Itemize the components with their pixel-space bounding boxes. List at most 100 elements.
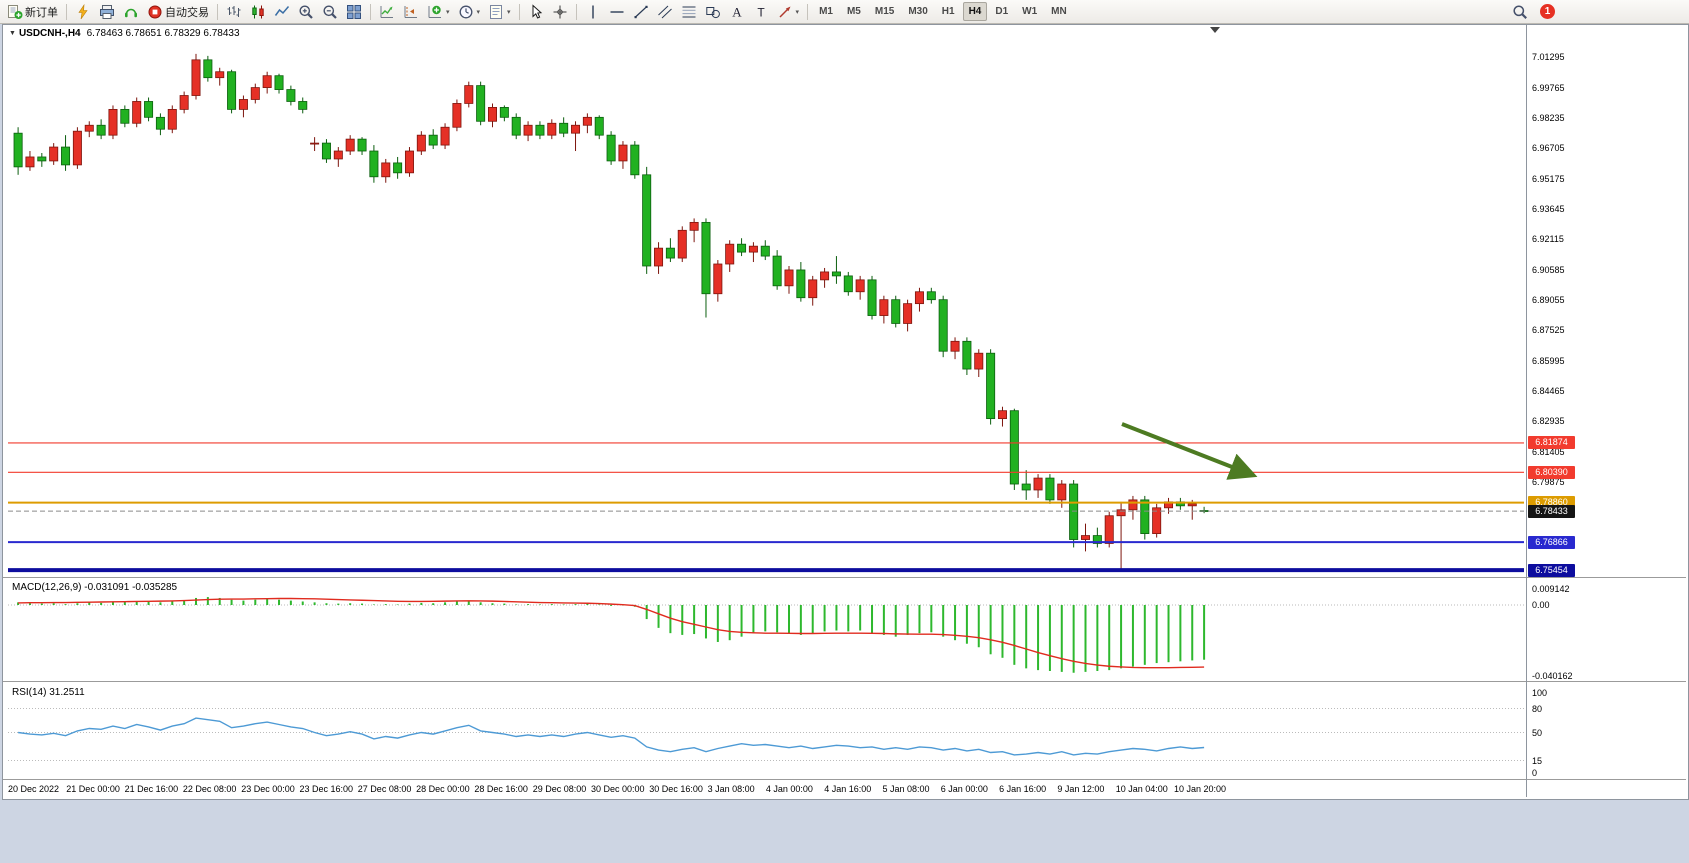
time-axis-label: 9 Jan 12:00 bbox=[1057, 784, 1105, 794]
panel-separator[interactable] bbox=[3, 577, 1686, 578]
label-button[interactable]: T bbox=[749, 1, 773, 23]
price-scale-label: 6.87525 bbox=[1532, 325, 1565, 336]
price-tag-6.76866[interactable]: 6.76866 bbox=[1528, 535, 1575, 549]
cursor-icon bbox=[532, 3, 542, 19]
macd-histogram bbox=[17, 597, 1206, 673]
shapes-button[interactable] bbox=[701, 1, 725, 23]
trend-arrow[interactable] bbox=[1121, 422, 1258, 480]
time-axis-label: 10 Jan 20:00 bbox=[1174, 784, 1227, 794]
notification-badge[interactable]: 1 bbox=[1540, 4, 1555, 19]
headset-icon bbox=[125, 8, 137, 17]
candlestick-icon bbox=[252, 5, 264, 18]
time-axis-label: 20 Dec 2022 bbox=[8, 784, 60, 794]
equidistant-channel-button[interactable] bbox=[653, 1, 677, 23]
timeframe-H1[interactable]: H1 bbox=[941, 6, 955, 17]
symbol-dropdown-icon[interactable]: ▼ bbox=[9, 30, 16, 37]
macd-label: MACD(12,26,9) -0.031091 -0.035285 bbox=[12, 582, 177, 593]
indicators-icon bbox=[428, 5, 441, 18]
cursor-button[interactable] bbox=[524, 1, 548, 23]
vertical-line-button[interactable] bbox=[581, 1, 605, 23]
crosshair-button[interactable] bbox=[548, 1, 572, 23]
time-axis-label: 5 Jan 08:00 bbox=[882, 784, 930, 794]
candlestick-chart-button[interactable] bbox=[246, 1, 270, 23]
macd-signal-line bbox=[18, 597, 1205, 669]
toolbar-separator bbox=[370, 3, 371, 20]
line-chart-button[interactable] bbox=[270, 1, 294, 23]
timeframe-MN[interactable]: MN bbox=[1051, 6, 1067, 17]
time-axis-label: 27 Dec 08:00 bbox=[357, 784, 412, 794]
chevron-down-icon: ▾ bbox=[476, 8, 481, 16]
new-order-button[interactable]: 新订单 bbox=[3, 1, 62, 23]
rsi-name: RSI(14) bbox=[12, 687, 47, 698]
horizontal-line-button[interactable] bbox=[605, 1, 629, 23]
price-tag-6.75454[interactable]: 6.75454 bbox=[1528, 563, 1575, 577]
sound-button[interactable] bbox=[119, 1, 143, 23]
new-order-button-label: 新订单 bbox=[25, 6, 58, 19]
time-axis-label: 28 Dec 00:00 bbox=[416, 784, 470, 794]
price-tag-6.80390[interactable]: 6.80390 bbox=[1528, 465, 1575, 479]
price-scale-label: 6.82935 bbox=[1532, 416, 1565, 427]
price-scale-label: 6.79875 bbox=[1532, 477, 1565, 488]
time-axis-label: 21 Dec 16:00 bbox=[124, 784, 179, 794]
timeframe-M15[interactable]: M15 bbox=[874, 6, 895, 17]
zoom-out-button[interactable] bbox=[318, 1, 342, 23]
timeframe-M30[interactable]: M30 bbox=[908, 6, 928, 17]
rsi-scale-label: 100 bbox=[1532, 687, 1548, 698]
autotrading-button[interactable]: 自动交易 bbox=[143, 1, 213, 23]
auto-scroll-button[interactable] bbox=[375, 1, 399, 23]
price-tag-6.78433[interactable]: 6.78433 bbox=[1528, 504, 1575, 518]
price-scale-label: 6.92115 bbox=[1532, 234, 1564, 245]
time-axis-label: 30 Dec 00:00 bbox=[591, 784, 645, 794]
arrow-tool-icon bbox=[779, 6, 791, 18]
templates-button[interactable]: ▾ bbox=[484, 1, 515, 23]
clock-icon bbox=[459, 5, 472, 18]
zoom-in-button[interactable] bbox=[294, 1, 318, 23]
price-scale-label: 6.85995 bbox=[1532, 355, 1565, 366]
time-axis-label: 10 Jan 04:00 bbox=[1115, 784, 1168, 794]
price-scale-label: 6.99765 bbox=[1532, 82, 1565, 93]
crosshair-icon bbox=[553, 5, 567, 18]
time-axis-label: 23 Dec 00:00 bbox=[241, 784, 295, 794]
timeframe-M1[interactable]: M1 bbox=[819, 6, 833, 17]
price-chart[interactable] bbox=[8, 42, 1524, 576]
chart-shift-marker[interactable] bbox=[1210, 27, 1220, 33]
toolbar-right: 1 bbox=[1512, 0, 1555, 23]
panel-separator[interactable] bbox=[3, 681, 1686, 682]
chart-window bbox=[2, 24, 1689, 800]
rsi-panel[interactable] bbox=[8, 686, 1524, 778]
vline-icon bbox=[591, 5, 594, 18]
text-button[interactable]: A bbox=[725, 1, 749, 23]
timeframe-H4[interactable]: H4 bbox=[962, 2, 988, 21]
panel-separator bbox=[3, 779, 1686, 780]
timeframe-D1[interactable]: D1 bbox=[995, 6, 1009, 17]
bar-chart-button[interactable] bbox=[222, 1, 246, 23]
timeframe-M5[interactable]: M5 bbox=[846, 6, 861, 17]
alerts-button[interactable] bbox=[71, 1, 95, 23]
rsi-line bbox=[18, 717, 1205, 756]
time-axis-label: 3 Jan 08:00 bbox=[707, 784, 755, 794]
chart-shift-button[interactable] bbox=[399, 1, 423, 23]
toolbar-separator bbox=[575, 3, 577, 20]
price-scale-label: 6.81405 bbox=[1532, 446, 1565, 457]
macd-panel[interactable] bbox=[8, 581, 1524, 680]
periods-button[interactable]: ▾ bbox=[454, 1, 485, 23]
toolbar-separator bbox=[807, 3, 809, 20]
svg-text:T: T bbox=[757, 5, 765, 19]
toolbar-separator bbox=[217, 3, 218, 20]
rsi-scale-label: 0 bbox=[1532, 767, 1538, 778]
arrows-button[interactable]: ▾ bbox=[773, 1, 804, 23]
indicators-button[interactable]: ▾ bbox=[423, 1, 454, 23]
timeframe-W1[interactable]: W1 bbox=[1022, 6, 1038, 17]
bar-chart-icon bbox=[227, 5, 241, 17]
text-icon: A bbox=[732, 4, 742, 19]
trendline-icon bbox=[634, 5, 648, 18]
trendline-button[interactable] bbox=[629, 1, 653, 23]
tile-windows-button[interactable] bbox=[342, 1, 366, 23]
search-icon[interactable] bbox=[1512, 4, 1528, 20]
fibonacci-button[interactable] bbox=[677, 1, 701, 23]
time-axis-label: 30 Dec 16:00 bbox=[649, 784, 703, 794]
print-button[interactable] bbox=[95, 1, 119, 23]
time-axis-label: 23 Dec 16:00 bbox=[299, 784, 354, 794]
price-tag-6.81874[interactable]: 6.81874 bbox=[1528, 436, 1575, 450]
chevron-down-icon: ▾ bbox=[446, 8, 450, 16]
